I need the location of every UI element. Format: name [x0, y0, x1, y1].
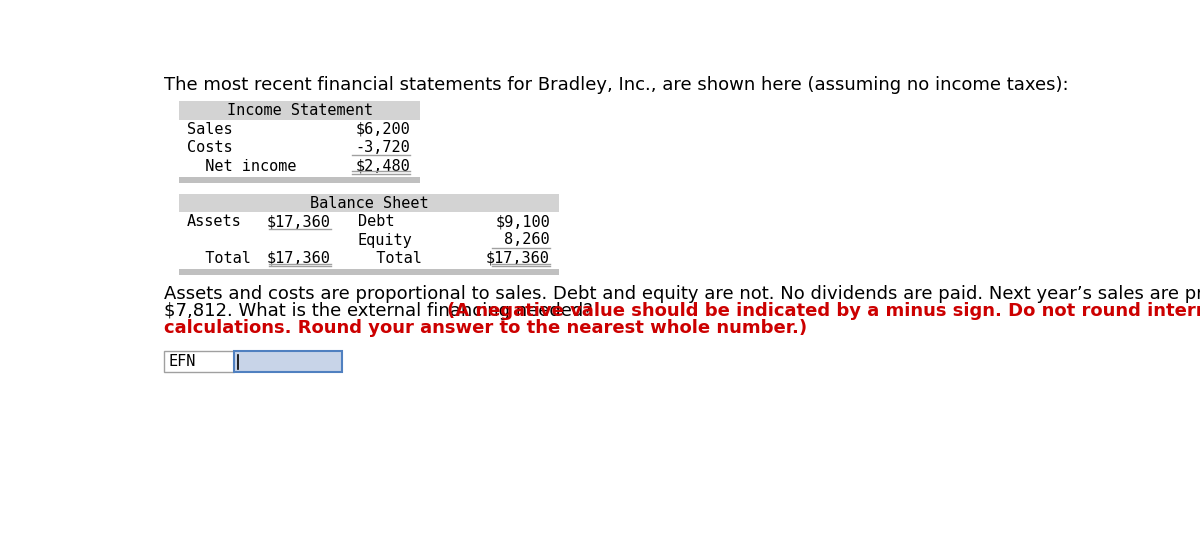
- Text: Assets and costs are proportional to sales. Debt and equity are not. No dividend: Assets and costs are proportional to sal…: [164, 285, 1200, 303]
- Text: Income Statement: Income Statement: [227, 103, 372, 118]
- Text: $17,360: $17,360: [266, 214, 330, 229]
- Text: EFN: EFN: [168, 354, 196, 369]
- Text: Costs: Costs: [187, 140, 233, 155]
- Text: $17,360: $17,360: [486, 251, 550, 266]
- Text: $2,480: $2,480: [355, 158, 410, 173]
- Text: $9,100: $9,100: [496, 214, 550, 229]
- Bar: [180, 177, 420, 183]
- Bar: [234, 351, 342, 373]
- Text: Assets: Assets: [187, 214, 242, 229]
- Text: Balance Sheet: Balance Sheet: [310, 195, 428, 211]
- Text: Debt: Debt: [358, 214, 395, 229]
- Text: Equity: Equity: [358, 233, 413, 248]
- Bar: [180, 120, 420, 175]
- Text: $17,360: $17,360: [266, 251, 330, 266]
- Bar: [180, 212, 559, 268]
- Text: (A negative value should be indicated by a minus sign. Do not round intermediate: (A negative value should be indicated by…: [446, 302, 1200, 320]
- Bar: [180, 269, 559, 275]
- Bar: [180, 101, 420, 120]
- Text: Sales: Sales: [187, 121, 233, 136]
- Text: Total: Total: [358, 251, 421, 266]
- Text: calculations. Round your answer to the nearest whole number.): calculations. Round your answer to the n…: [164, 318, 808, 337]
- Text: 8,260: 8,260: [504, 233, 550, 248]
- Text: $7,812. What is the external financing needed?: $7,812. What is the external financing n…: [164, 302, 599, 320]
- Text: The most recent financial statements for Bradley, Inc., are shown here (assuming: The most recent financial statements for…: [164, 76, 1068, 94]
- Text: Net income: Net income: [187, 158, 296, 173]
- Bar: [164, 351, 234, 373]
- Bar: [180, 194, 559, 212]
- Text: -3,720: -3,720: [355, 140, 410, 155]
- Text: Total: Total: [187, 251, 251, 266]
- Text: $6,200: $6,200: [355, 121, 410, 136]
